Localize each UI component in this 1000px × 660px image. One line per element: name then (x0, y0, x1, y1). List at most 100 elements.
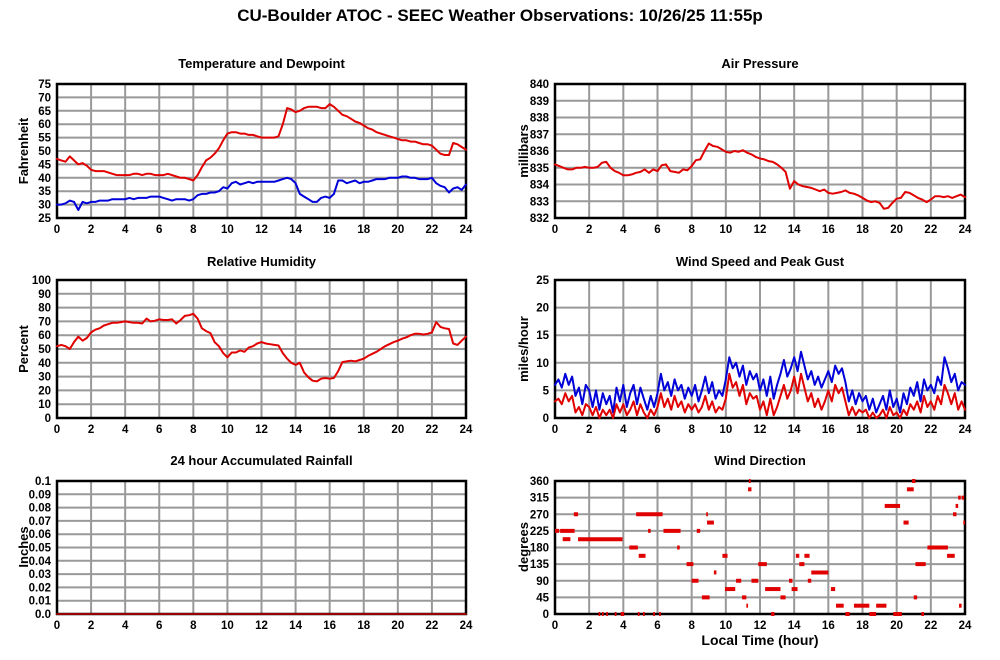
svg-text:8: 8 (190, 224, 197, 236)
svg-text:0: 0 (54, 224, 60, 236)
svg-text:839: 839 (530, 96, 549, 108)
svg-text:8: 8 (688, 620, 695, 632)
svg-text:14: 14 (788, 620, 801, 632)
svg-text:18: 18 (856, 424, 869, 436)
svg-text:0: 0 (552, 620, 558, 632)
svg-text:0.08: 0.08 (29, 503, 52, 515)
chart-title-temperature-dewpoint: Temperature and Dewpoint (178, 56, 345, 71)
svg-text:30: 30 (38, 200, 51, 212)
svg-text:0: 0 (552, 224, 558, 236)
svg-text:360: 360 (530, 476, 549, 488)
svg-text:4: 4 (620, 620, 627, 632)
svg-text:22: 22 (924, 424, 937, 436)
svg-text:10: 10 (221, 424, 234, 436)
chart-title-relative-humidity: Relative Humidity (206, 254, 317, 269)
svg-text:0.03: 0.03 (29, 569, 51, 581)
svg-text:10: 10 (719, 424, 732, 436)
svg-text:24: 24 (460, 224, 473, 236)
svg-text:10: 10 (719, 620, 732, 632)
page-title: CU-Boulder ATOC - SEEC Weather Observati… (237, 6, 763, 25)
svg-text:0.04: 0.04 (29, 556, 52, 568)
svg-text:837: 837 (530, 129, 549, 141)
svg-text:838: 838 (530, 113, 550, 125)
svg-text:840: 840 (530, 79, 549, 91)
svg-text:40: 40 (38, 173, 51, 185)
chart-title-wind-speed-gust: Wind Speed and Peak Gust (675, 254, 845, 269)
svg-text:2: 2 (586, 424, 592, 436)
svg-text:16: 16 (822, 620, 835, 632)
svg-text:0.0: 0.0 (35, 609, 51, 621)
svg-text:6: 6 (654, 224, 660, 236)
chart-title-wind-direction: Wind Direction (714, 453, 806, 468)
svg-text:0: 0 (543, 413, 549, 425)
svg-text:0: 0 (543, 609, 549, 621)
svg-text:24: 24 (959, 620, 972, 632)
svg-text:14: 14 (788, 424, 801, 436)
chart-title-rainfall: 24 hour Accumulated Rainfall (170, 453, 353, 468)
svg-text:0.06: 0.06 (29, 529, 51, 541)
svg-text:0: 0 (552, 424, 558, 436)
svg-text:832: 832 (530, 213, 549, 225)
svg-text:12: 12 (255, 224, 268, 236)
svg-text:20: 20 (391, 620, 404, 632)
svg-text:12: 12 (754, 424, 767, 436)
svg-text:135: 135 (530, 559, 550, 571)
svg-text:70: 70 (38, 92, 51, 104)
svg-text:2: 2 (586, 224, 592, 236)
svg-text:30: 30 (38, 372, 51, 384)
svg-text:18: 18 (357, 424, 370, 436)
svg-text:16: 16 (323, 224, 336, 236)
svg-text:12: 12 (255, 620, 268, 632)
svg-text:40: 40 (38, 358, 51, 370)
svg-text:10: 10 (719, 224, 732, 236)
svg-text:4: 4 (620, 224, 627, 236)
svg-text:22: 22 (426, 424, 439, 436)
svg-text:4: 4 (122, 620, 129, 632)
svg-text:60: 60 (38, 330, 51, 342)
svg-text:4: 4 (122, 424, 129, 436)
svg-text:6: 6 (156, 620, 162, 632)
svg-text:90: 90 (38, 289, 51, 301)
svg-text:4: 4 (620, 424, 627, 436)
svg-text:8: 8 (190, 620, 197, 632)
svg-text:0.09: 0.09 (29, 489, 51, 501)
svg-text:10: 10 (536, 358, 549, 370)
svg-text:55: 55 (38, 133, 51, 145)
svg-text:8: 8 (688, 224, 695, 236)
svg-text:2: 2 (88, 424, 94, 436)
svg-text:12: 12 (255, 424, 268, 436)
svg-text:6: 6 (654, 620, 660, 632)
svg-text:50: 50 (38, 146, 51, 158)
svg-text:14: 14 (289, 620, 302, 632)
svg-text:833: 833 (530, 196, 549, 208)
svg-text:16: 16 (822, 224, 835, 236)
svg-text:25: 25 (536, 275, 549, 287)
chart-title-air-pressure: Air Pressure (721, 56, 799, 71)
svg-text:45: 45 (38, 159, 51, 171)
svg-text:80: 80 (38, 303, 51, 315)
svg-text:835: 835 (530, 163, 550, 175)
svg-text:6: 6 (654, 424, 660, 436)
svg-text:18: 18 (357, 620, 370, 632)
svg-text:60: 60 (38, 119, 51, 131)
svg-text:14: 14 (788, 224, 801, 236)
svg-text:0.02: 0.02 (29, 582, 51, 594)
svg-text:315: 315 (530, 493, 550, 505)
svg-text:5: 5 (543, 385, 550, 397)
svg-text:10: 10 (38, 399, 51, 411)
svg-text:0.05: 0.05 (29, 543, 52, 555)
svg-text:0.07: 0.07 (29, 516, 51, 528)
svg-text:24: 24 (959, 424, 972, 436)
svg-text:6: 6 (156, 424, 162, 436)
svg-text:0.01: 0.01 (29, 596, 52, 608)
svg-text:12: 12 (754, 620, 767, 632)
svg-text:8: 8 (688, 424, 695, 436)
svg-text:22: 22 (924, 224, 937, 236)
svg-text:24: 24 (959, 224, 972, 236)
svg-text:24: 24 (460, 424, 473, 436)
svg-text:22: 22 (924, 620, 937, 632)
